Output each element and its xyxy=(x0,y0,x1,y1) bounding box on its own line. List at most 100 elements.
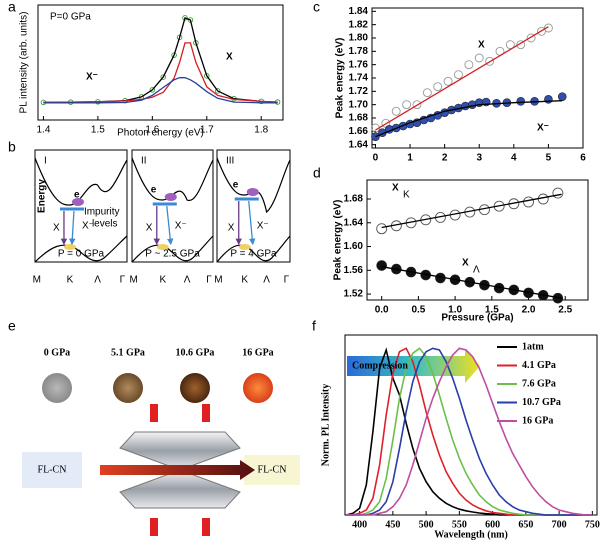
data-point xyxy=(371,132,380,141)
x-tick-label: 1.5 xyxy=(485,305,499,316)
x-tick-label: 2.0 xyxy=(522,305,536,316)
y-tick-label: 1.70 xyxy=(349,99,369,110)
x-axis-label: Wavelength (nm) xyxy=(434,529,508,540)
y-tick-label: 1.52 xyxy=(344,289,364,300)
energy-label: Energy xyxy=(37,179,48,213)
pressure-label: 10.6 GPa xyxy=(176,347,215,358)
trion-label: X⁻ xyxy=(257,221,269,232)
pressure-label: 0 GPa xyxy=(44,347,70,358)
impurity-label: Impurity xyxy=(84,207,120,218)
series-line xyxy=(381,193,562,229)
y-tick-label: 1.76 xyxy=(349,59,369,70)
legend-label: 10.7 GPa xyxy=(522,397,561,408)
data-point xyxy=(149,87,156,93)
sample-disc xyxy=(42,373,72,403)
data-point xyxy=(464,60,474,70)
panel-letter: e xyxy=(8,318,16,334)
y-tick-label: 1.68 xyxy=(349,113,369,124)
x-tick-label: 700 xyxy=(552,519,567,530)
legend-label: 7.6 GPa xyxy=(522,378,556,389)
x-tick-label: 500 xyxy=(419,519,434,530)
sample-label: FL-CN xyxy=(258,464,287,475)
x-tick-label: 450 xyxy=(385,519,400,530)
electron-pocket xyxy=(71,198,84,206)
x-axis-label: Photon energy (eV) xyxy=(117,128,204,139)
annotation: X⁻ xyxy=(537,123,549,134)
series-line xyxy=(381,266,562,299)
k-point-label: Γ xyxy=(206,275,212,286)
y-axis-label: PL intensity (arb. units) xyxy=(19,12,30,114)
x-tick-label: 1.8 xyxy=(254,125,268,136)
sample-label: FL-CN xyxy=(38,464,67,475)
y-tick-label: 1.72 xyxy=(349,86,369,97)
band-panel xyxy=(34,149,128,263)
pressure-label: 5.1 GPa xyxy=(111,347,145,358)
trion-arrow xyxy=(69,210,76,246)
x-tick-label: 2 xyxy=(442,153,448,164)
x-tick-label: 0.5 xyxy=(411,305,425,316)
y-tick-label: 1.82 xyxy=(349,19,369,30)
data-point xyxy=(544,95,553,104)
force-arrow xyxy=(150,518,158,536)
panel-number: III xyxy=(226,156,234,167)
trion-arrow xyxy=(248,200,256,246)
x-tick-label: 550 xyxy=(452,519,467,530)
data-point xyxy=(557,92,567,101)
x-tick-label: 1.5 xyxy=(91,125,105,136)
series-line xyxy=(43,42,278,104)
annotation: X⁻ xyxy=(86,72,98,83)
data-point xyxy=(485,56,495,66)
pressure-label: 16 GPa xyxy=(242,347,273,358)
x-tick-label: 6 xyxy=(580,153,586,164)
x-tick-label: 750 xyxy=(585,519,600,530)
diamond-anvil xyxy=(119,469,241,509)
levels-label: levels xyxy=(92,219,118,230)
force-arrow xyxy=(202,404,210,422)
x-tick-label: 1.7 xyxy=(200,125,214,136)
annotation: X xyxy=(462,258,469,269)
band-panel xyxy=(216,149,291,263)
data-point xyxy=(402,100,412,110)
y-tick-label: 1.74 xyxy=(349,73,369,84)
electron-label: e xyxy=(151,185,157,196)
data-point xyxy=(376,260,387,271)
k-point-label: M xyxy=(129,275,137,286)
sample-glow xyxy=(22,452,82,488)
diamond-anvil xyxy=(119,431,241,471)
legend-label: 16 GPa xyxy=(522,415,553,426)
annotation: P=0 GPa xyxy=(50,12,91,23)
x-tick-label: 1.6 xyxy=(145,125,159,136)
series-line xyxy=(375,26,549,131)
data-point xyxy=(422,88,432,98)
k-point-label: K xyxy=(159,275,166,286)
data-point xyxy=(412,100,422,110)
electron-label: e xyxy=(74,190,80,201)
sample-disc xyxy=(243,373,273,403)
plot-frame xyxy=(344,334,598,516)
y-axis-label: Peak energy (eV) xyxy=(333,200,344,281)
k-point-label: K xyxy=(241,275,248,286)
y-tick-label: 1.64 xyxy=(344,217,364,228)
data-point xyxy=(376,223,388,235)
x-tick-label: 650 xyxy=(518,519,533,530)
electron-label: e xyxy=(233,180,239,191)
y-axis-label: Norm. PL Intensity xyxy=(320,384,331,467)
y-axis-label: Peak energy (eV) xyxy=(335,38,346,119)
annotation-sub: K xyxy=(403,190,410,201)
series-line xyxy=(346,347,593,516)
y-tick-label: 1.80 xyxy=(349,33,369,44)
x-tick-label: 2.5 xyxy=(558,305,572,316)
trion-arrow xyxy=(166,205,174,246)
exciton-label: X xyxy=(53,223,60,234)
panel-letter: c xyxy=(313,0,320,15)
pressure-label: P = 0 GPa xyxy=(58,249,105,260)
data-point xyxy=(171,52,177,58)
annotation-sub: Λ xyxy=(473,265,480,276)
series-line xyxy=(346,347,593,516)
data-point xyxy=(214,88,221,94)
y-tick-label: 1.84 xyxy=(349,6,369,17)
annotation: X xyxy=(478,40,485,51)
x-tick-label: 3 xyxy=(476,153,482,164)
x-tick-label: 4 xyxy=(511,153,517,164)
band-panel xyxy=(131,149,214,263)
